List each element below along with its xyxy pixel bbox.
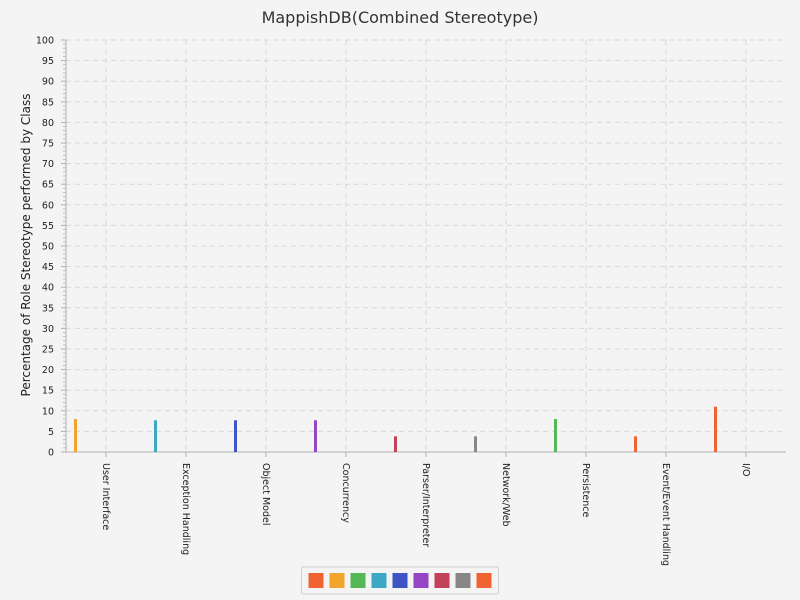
y-tick-label: 75 [42, 139, 54, 150]
y-tick-label: 20 [42, 365, 54, 376]
x-tick-label: Network/Web [500, 463, 511, 527]
y-tick-label: 30 [42, 324, 54, 335]
x-tick-label: Concurrency [340, 463, 351, 523]
y-tick-label: 40 [42, 283, 54, 294]
bar [314, 420, 317, 452]
y-tick-label: 80 [42, 118, 54, 129]
legend [301, 566, 499, 595]
legend-swatch [476, 573, 492, 588]
tick-labels: 0 5 10 15 20 25 30 35 40 45 50 55 60 65 70 75 80 85 90 95 10… [36, 36, 751, 567]
legend-swatch [434, 573, 450, 588]
x-tick-label: Event/Event Handling [660, 463, 671, 566]
legend-swatch [308, 573, 324, 588]
bar [474, 436, 477, 452]
legend-swatch [413, 573, 429, 588]
bars [74, 406, 717, 452]
bar [74, 419, 77, 452]
y-tick-label: 15 [42, 386, 54, 397]
legend-swatch [350, 573, 366, 588]
y-tick-label: 60 [42, 200, 54, 211]
bar [714, 406, 717, 452]
x-tick-label: Persistence [580, 463, 591, 517]
chart-title: MappishDB(Combined Stereotype) [262, 8, 539, 27]
y-tick-label: 85 [42, 97, 54, 108]
bar [394, 436, 397, 452]
y-tick-label: 45 [42, 262, 54, 273]
y-tick-label: 95 [42, 56, 54, 67]
grid [66, 39, 786, 452]
bar [154, 420, 157, 452]
bar [554, 419, 557, 452]
legend-swatch [329, 573, 345, 588]
y-tick-label: 90 [42, 77, 54, 88]
x-tick-label: Object Model [260, 463, 271, 525]
y-tick-label: 10 [42, 406, 54, 417]
axes [61, 39, 786, 457]
y-tick-label: 100 [36, 36, 54, 47]
x-tick-label: Parser/Interpreter [420, 463, 431, 547]
legend-swatch [392, 573, 408, 588]
legend-swatch [455, 573, 471, 588]
y-tick-label: 35 [42, 303, 54, 314]
y-axis-label: Percentage of Role Stereotype performed … [19, 94, 33, 397]
x-tick-label: I/O [740, 463, 751, 476]
y-tick-label: 50 [42, 242, 54, 253]
y-tick-label: 65 [42, 180, 54, 191]
x-tick-label: Exception Handling [180, 463, 191, 555]
y-tick-label: 55 [42, 221, 54, 232]
y-tick-label: 25 [42, 345, 54, 356]
x-tick-label: User Interface [100, 463, 111, 530]
y-tick-label: 5 [48, 427, 54, 438]
y-tick-label: 0 [48, 448, 54, 459]
legend-swatch [371, 573, 387, 588]
bar [634, 436, 637, 452]
bar [234, 420, 237, 452]
y-tick-label: 70 [42, 159, 54, 170]
